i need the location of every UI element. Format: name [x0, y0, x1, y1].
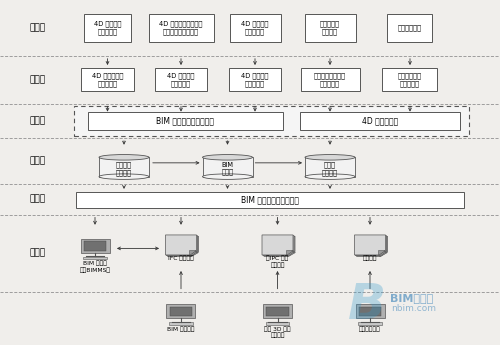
- FancyBboxPatch shape: [356, 304, 384, 318]
- FancyBboxPatch shape: [99, 157, 149, 177]
- Text: 非IPC 格式
几何模型: 非IPC 格式 几何模型: [266, 256, 288, 268]
- FancyBboxPatch shape: [230, 14, 280, 42]
- FancyBboxPatch shape: [305, 157, 355, 177]
- Ellipse shape: [202, 174, 252, 179]
- FancyBboxPatch shape: [76, 192, 464, 208]
- Text: BIM 建模系
统（BIMMS）: BIM 建模系 统（BIMMS）: [80, 261, 110, 273]
- Polygon shape: [380, 252, 388, 256]
- Text: 4D 施工安全
子信息模型: 4D 施工安全 子信息模型: [242, 72, 268, 87]
- Text: 数据源: 数据源: [30, 248, 46, 257]
- Polygon shape: [288, 252, 295, 256]
- Text: BIM中国网: BIM中国网: [390, 294, 433, 303]
- FancyBboxPatch shape: [80, 239, 110, 253]
- FancyBboxPatch shape: [388, 14, 432, 42]
- Text: 速度信息: 速度信息: [363, 256, 378, 261]
- Text: 接口层: 接口层: [30, 195, 46, 204]
- FancyBboxPatch shape: [202, 157, 252, 177]
- Text: IFC 中件文件: IFC 中件文件: [168, 256, 194, 261]
- Text: 速度管理软件: 速度管理软件: [359, 326, 381, 332]
- Ellipse shape: [305, 174, 355, 179]
- Text: 项目综合管理
子信息模型: 项目综合管理 子信息模型: [398, 72, 422, 87]
- FancyBboxPatch shape: [84, 241, 106, 250]
- FancyBboxPatch shape: [148, 14, 214, 42]
- Text: 4D 可视化平台: 4D 可视化平台: [362, 116, 398, 125]
- Polygon shape: [262, 235, 293, 255]
- FancyBboxPatch shape: [229, 68, 281, 91]
- Polygon shape: [380, 251, 386, 256]
- Ellipse shape: [99, 174, 149, 179]
- Polygon shape: [356, 236, 388, 256]
- FancyBboxPatch shape: [263, 304, 292, 318]
- Text: 应用层: 应用层: [30, 23, 46, 32]
- FancyBboxPatch shape: [84, 257, 106, 259]
- FancyBboxPatch shape: [81, 68, 134, 91]
- FancyBboxPatch shape: [88, 112, 282, 130]
- FancyBboxPatch shape: [155, 68, 208, 91]
- FancyBboxPatch shape: [266, 322, 289, 325]
- FancyBboxPatch shape: [358, 307, 382, 316]
- Text: 4D 施工管理
子信息模型: 4D 施工管理 子信息模型: [168, 72, 194, 87]
- Polygon shape: [190, 251, 198, 256]
- FancyBboxPatch shape: [170, 307, 192, 316]
- Text: 4D 施工安全
与冲突分析: 4D 施工安全 与冲突分析: [242, 21, 268, 35]
- Polygon shape: [356, 236, 386, 256]
- Polygon shape: [287, 251, 294, 256]
- FancyBboxPatch shape: [170, 322, 192, 325]
- Polygon shape: [192, 252, 198, 256]
- Text: 平台层: 平台层: [30, 116, 46, 125]
- Polygon shape: [354, 235, 386, 255]
- Text: 非结构化
信息仓库: 非结构化 信息仓库: [116, 161, 132, 176]
- FancyBboxPatch shape: [382, 68, 438, 91]
- Ellipse shape: [99, 155, 149, 160]
- FancyBboxPatch shape: [300, 112, 460, 130]
- Text: B: B: [348, 281, 387, 329]
- Text: 施工现场动态时空
子信息模型: 施工现场动态时空 子信息模型: [314, 72, 346, 87]
- FancyBboxPatch shape: [358, 322, 382, 325]
- Text: 模型层: 模型层: [30, 75, 46, 84]
- Polygon shape: [286, 250, 293, 255]
- Text: BIM 数据集成与管理平台: BIM 数据集成与管理平台: [156, 116, 214, 125]
- Text: BIM 建模软件: BIM 建模软件: [167, 326, 195, 332]
- FancyBboxPatch shape: [300, 68, 360, 91]
- FancyBboxPatch shape: [84, 14, 130, 42]
- Text: nbim.com: nbim.com: [391, 304, 436, 313]
- Text: 4D 施工过程
模拟与优化: 4D 施工过程 模拟与优化: [94, 21, 121, 35]
- Polygon shape: [168, 236, 198, 256]
- Text: 设计及施工
碰撞检测: 设计及施工 碰撞检测: [320, 21, 340, 35]
- Polygon shape: [190, 250, 196, 255]
- Polygon shape: [166, 236, 198, 256]
- Polygon shape: [263, 236, 294, 256]
- Ellipse shape: [202, 155, 252, 160]
- Text: 项目综合管理: 项目综合管理: [398, 24, 422, 31]
- FancyBboxPatch shape: [266, 307, 289, 316]
- FancyBboxPatch shape: [304, 14, 356, 42]
- Text: 4D 施工过程优
子信息模型: 4D 施工过程优 子信息模型: [92, 72, 123, 87]
- Polygon shape: [264, 236, 295, 256]
- FancyBboxPatch shape: [166, 304, 196, 318]
- Polygon shape: [378, 250, 386, 255]
- Text: 数据层: 数据层: [30, 156, 46, 165]
- Ellipse shape: [305, 155, 355, 160]
- Polygon shape: [166, 235, 196, 255]
- Text: 粗粒粒
过布信息: 粗粒粒 过布信息: [322, 161, 338, 176]
- FancyBboxPatch shape: [74, 106, 469, 136]
- Text: 其他 3D 元件
建模软件: 其他 3D 元件 建模软件: [264, 326, 291, 338]
- Text: 4D 施工进度、资源、
成本及现场动态管理: 4D 施工进度、资源、 成本及现场动态管理: [160, 21, 202, 35]
- Text: BIM
数据库: BIM 数据库: [222, 162, 234, 175]
- Text: BIM 数据接口与交换引擎: BIM 数据接口与交换引擎: [241, 196, 299, 205]
